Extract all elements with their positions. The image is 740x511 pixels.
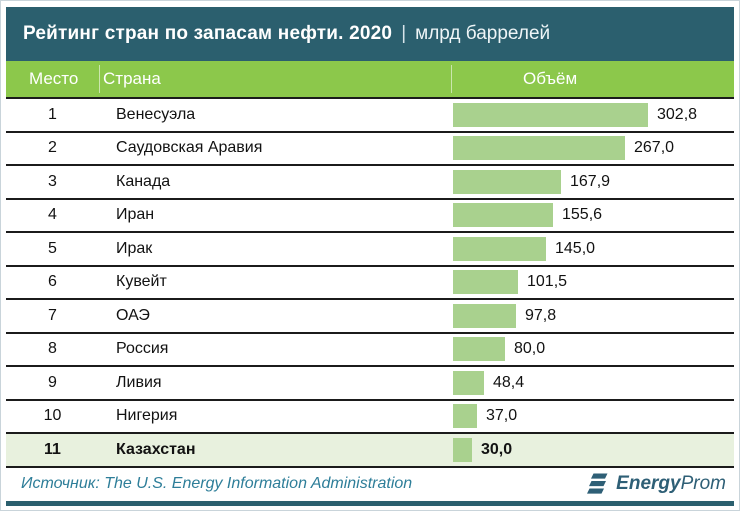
- rank-cell: 6: [48, 273, 57, 291]
- rank-cell: 5: [48, 239, 57, 257]
- table-header: Место Страна Объём: [6, 61, 734, 97]
- volume-bar: [453, 169, 561, 194]
- title-separator: |: [401, 23, 407, 44]
- rank-cell: 1: [48, 105, 57, 123]
- volume-value: 167,9: [570, 172, 611, 190]
- country-cell: Ливия: [116, 373, 162, 391]
- table-row: 1 Венесуэла 302,8: [6, 99, 734, 133]
- country-cell: Саудовская Аравия: [116, 139, 263, 157]
- table-row: 8 Россия 80,0: [6, 333, 734, 367]
- country-cell: Канада: [116, 172, 171, 190]
- volume-cell: 30,0: [451, 437, 734, 462]
- rank-cell: 3: [48, 172, 57, 190]
- table-row: 4 Иран 155,6: [6, 199, 734, 233]
- country-cell: Иран: [116, 206, 155, 224]
- table-row: 7 ОАЭ 97,8: [6, 300, 734, 334]
- source-text: Источник: The U.S. Energy Information Ad…: [21, 475, 413, 492]
- volume-value: 101,5: [527, 273, 568, 291]
- country-cell: ОАЭ: [116, 306, 150, 324]
- rank-cell: 2: [48, 139, 57, 157]
- volume-cell: 267,0: [451, 136, 734, 161]
- volume-value: 80,0: [514, 340, 546, 358]
- column-header-volume: Объём: [523, 69, 578, 88]
- country-cell: Казахстан: [116, 440, 196, 458]
- energyprom-logo: EnergyProm: [586, 473, 726, 496]
- country-cell: Ирак: [116, 239, 153, 257]
- rank-cell: 9: [48, 373, 57, 391]
- volume-cell: 80,0: [451, 337, 734, 362]
- volume-value: 155,6: [562, 206, 603, 224]
- volume-cell: 97,8: [451, 303, 734, 328]
- rank-cell: 10: [43, 407, 62, 425]
- volume-bar: [453, 303, 516, 328]
- rank-cell: 11: [44, 440, 61, 458]
- volume-bar: [453, 236, 546, 261]
- table-row: 10 Нигерия 37,0: [6, 400, 734, 434]
- footer: Источник: The U.S. Energy Information Ad…: [6, 468, 734, 501]
- volume-bar: [453, 370, 484, 395]
- volume-cell: 155,6: [451, 203, 734, 228]
- volume-value: 145,0: [555, 239, 596, 257]
- volume-cell: 101,5: [451, 270, 734, 295]
- rank-cell: 7: [48, 306, 57, 324]
- energyprom-logo-text: EnergyProm: [616, 473, 726, 495]
- country-cell: Нигерия: [116, 407, 178, 425]
- table-row: 9 Ливия 48,4: [6, 367, 734, 401]
- energyprom-logo-icon: [586, 473, 610, 496]
- volume-value: 302,8: [657, 105, 698, 123]
- rank-cell: 8: [48, 340, 57, 358]
- header-divider: [451, 65, 452, 93]
- volume-value: 97,8: [525, 306, 557, 324]
- table-row: 2 Саудовская Аравия 267,0: [6, 132, 734, 166]
- rank-cell: 4: [48, 206, 57, 224]
- volume-value: 30,0: [481, 440, 513, 458]
- volume-bar: [453, 404, 477, 429]
- volume-bar: [453, 270, 518, 295]
- volume-cell: 167,9: [451, 169, 734, 194]
- volume-bar: [453, 203, 553, 228]
- volume-value: 48,4: [493, 373, 525, 391]
- logo-text-regular: Prom: [680, 473, 726, 494]
- chart-unit: млрд баррелей: [415, 23, 551, 44]
- volume-cell: 37,0: [451, 404, 734, 429]
- table-row: 5 Ирак 145,0: [6, 233, 734, 267]
- country-cell: Венесуэла: [116, 105, 196, 123]
- country-cell: Кувейт: [116, 273, 167, 291]
- volume-bar: [453, 337, 505, 362]
- table-row: 11 Казахстан 30,0: [6, 434, 734, 468]
- volume-bar: [453, 136, 625, 161]
- volume-cell: 302,8: [451, 102, 734, 127]
- logo-text-bold: Energy: [616, 473, 681, 494]
- volume-value: 267,0: [634, 139, 675, 157]
- chart-title: Рейтинг стран по запасам нефти. 2020: [23, 23, 393, 44]
- country-cell: Россия: [116, 340, 169, 358]
- bottom-accent-bar: [6, 500, 734, 506]
- volume-cell: 145,0: [451, 236, 734, 261]
- volume-bar: [453, 437, 472, 462]
- column-header-rank: Место: [29, 69, 79, 88]
- table-row: 3 Канада 167,9: [6, 166, 734, 200]
- table-body: 1 Венесуэла 302,8 2 Саудовская Аравия 26…: [6, 97, 734, 468]
- title-bar: Рейтинг стран по запасам нефти. 2020 | м…: [6, 7, 734, 61]
- column-header-country: Страна: [103, 69, 161, 88]
- header-divider: [99, 65, 100, 93]
- volume-bar: [453, 102, 648, 127]
- volume-value: 37,0: [486, 407, 518, 425]
- table-row: 6 Кувейт 101,5: [6, 266, 734, 300]
- volume-cell: 48,4: [451, 370, 734, 395]
